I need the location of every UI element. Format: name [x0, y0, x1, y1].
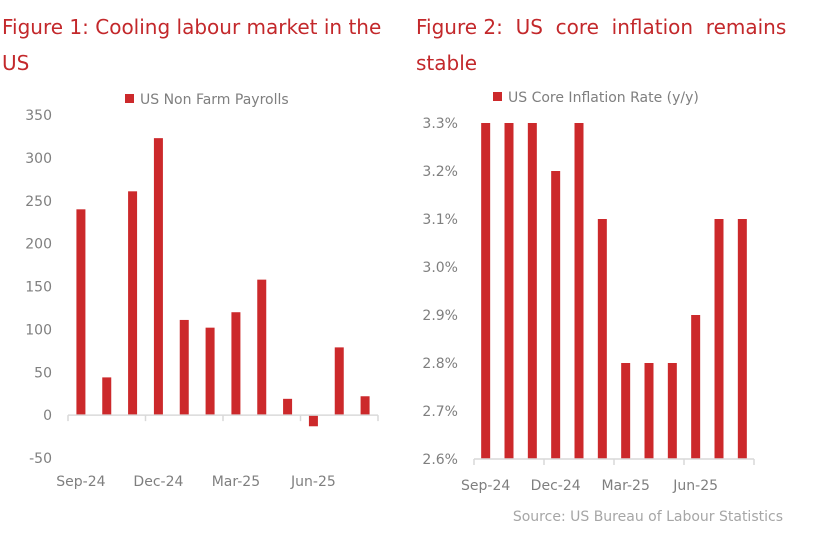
- bar-May-25: [283, 398, 293, 416]
- x-tick-label: Jun-25: [290, 474, 336, 490]
- bar-Jan-25: [179, 319, 189, 416]
- bar-Jun-25: [308, 415, 318, 427]
- y-tick-label: 2.9%: [422, 308, 458, 324]
- bar-Dec-24: [551, 171, 561, 459]
- y-tick-label: 2.6%: [422, 452, 458, 468]
- bar-Apr-25: [644, 363, 654, 459]
- chart-1: Figure 1: Cooling labour market in the U…: [2, 15, 381, 490]
- y-tick-label: 150: [25, 280, 52, 296]
- y-tick-label: 250: [25, 194, 52, 210]
- bar-Jun-25: [691, 315, 701, 459]
- bar-Feb-25: [205, 327, 215, 416]
- chart-2-title-line-2: stable: [416, 51, 477, 75]
- bar-Sep-24: [481, 123, 491, 459]
- y-tick-label: 0: [43, 408, 52, 424]
- bar-Nov-24: [527, 123, 537, 459]
- x-tick-label: Dec-24: [133, 474, 183, 490]
- bar-Oct-24: [102, 377, 112, 416]
- y-tick-label: 50: [34, 365, 52, 381]
- y-tick-label: 3.3%: [422, 116, 458, 132]
- y-tick-label: 100: [25, 322, 52, 338]
- y-tick-label: 3.0%: [422, 260, 458, 276]
- y-tick-label: 2.8%: [422, 356, 458, 372]
- bar-Mar-25: [231, 312, 241, 416]
- y-tick-label: -50: [29, 451, 52, 467]
- chart-2: Figure 2: US core inflation remains stab…: [416, 15, 786, 494]
- bar-Jul-25: [714, 219, 724, 459]
- bar-Jul-25: [334, 347, 344, 416]
- x-tick-label: Dec-24: [531, 478, 581, 494]
- bar-Oct-24: [504, 123, 514, 459]
- y-tick-label: 300: [25, 151, 52, 167]
- x-tick-label: Mar-25: [212, 474, 260, 490]
- x-tick-label: Jun-25: [672, 478, 718, 494]
- bar-Dec-24: [153, 138, 163, 416]
- bar-Aug-25: [737, 219, 747, 459]
- chart-1-legend-swatch: [125, 94, 134, 103]
- bar-Apr-25: [257, 279, 267, 416]
- y-tick-label: 3.2%: [422, 164, 458, 180]
- chart-1-title-line-2: US: [2, 51, 29, 75]
- y-tick-label: 200: [25, 237, 52, 253]
- x-tick-label: Sep-24: [461, 478, 510, 494]
- bar-Nov-24: [128, 191, 138, 416]
- y-tick-label: 3.1%: [422, 212, 458, 228]
- bar-Aug-25: [360, 396, 370, 416]
- x-tick-label: Mar-25: [601, 478, 649, 494]
- chart-1-title-line-1: Figure 1: Cooling labour market in the: [2, 15, 381, 39]
- x-tick-label: Sep-24: [56, 474, 105, 490]
- chart-1-legend-label: US Non Farm Payrolls: [140, 92, 289, 108]
- bar-Jan-25: [574, 123, 584, 459]
- bar-Sep-24: [76, 209, 86, 416]
- chart-2-legend-label: US Core Inflation Rate (y/y): [508, 90, 699, 106]
- source-note: Source: US Bureau of Labour Statistics: [513, 509, 783, 525]
- chart-2-legend-swatch: [493, 92, 502, 101]
- bar-May-25: [667, 363, 677, 459]
- y-tick-label: 2.7%: [422, 404, 458, 420]
- bar-Feb-25: [597, 219, 607, 459]
- bar-Mar-25: [621, 363, 631, 459]
- y-tick-label: 350: [25, 108, 52, 124]
- chart-2-title-line-1: Figure 2: US core inflation remains: [416, 15, 786, 39]
